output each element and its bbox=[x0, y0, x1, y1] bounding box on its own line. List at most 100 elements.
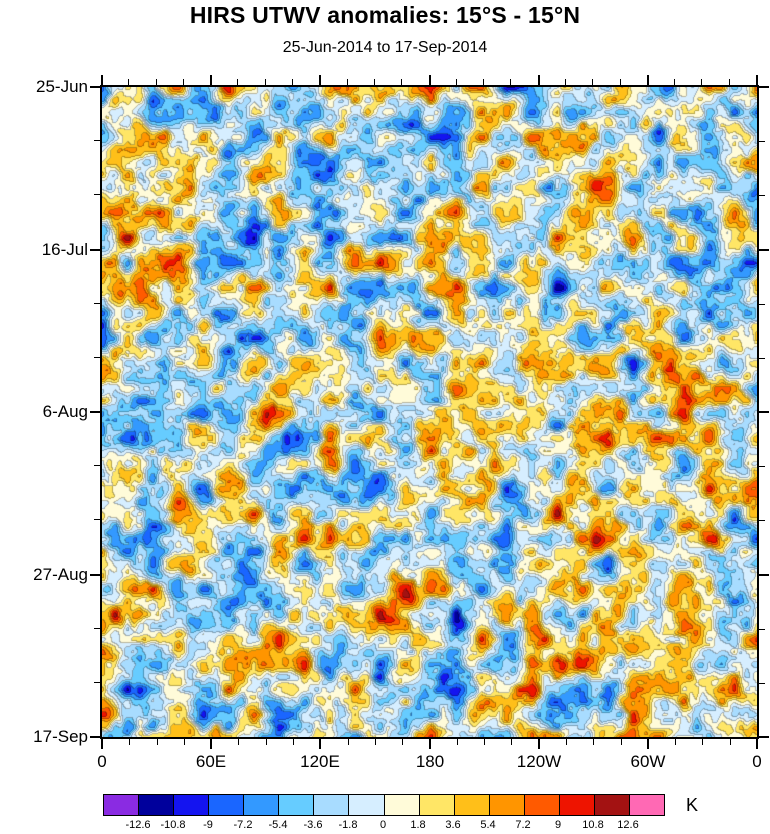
axis-tick bbox=[511, 739, 512, 745]
x-tick-label: 120W bbox=[516, 752, 562, 771]
axis-tick bbox=[538, 75, 540, 85]
colorbar-segment bbox=[104, 795, 140, 815]
axis-tick bbox=[156, 79, 157, 85]
x-tick-label: 0 bbox=[97, 752, 107, 771]
axis-tick bbox=[510, 79, 511, 85]
colorbar-segment bbox=[419, 795, 455, 815]
axis-tick bbox=[456, 79, 457, 85]
axis-tick bbox=[759, 736, 769, 738]
colorbar-tick-label: 0 bbox=[379, 819, 387, 831]
axis-tick bbox=[266, 739, 267, 745]
axis-tick bbox=[237, 79, 238, 85]
axis-tick bbox=[347, 79, 348, 85]
axis-tick bbox=[593, 739, 594, 745]
colorbar-tick-label: 12.6 bbox=[617, 819, 639, 831]
colorbar-tick-label: -3.6 bbox=[303, 819, 323, 831]
axis-tick bbox=[94, 519, 100, 520]
y-tick-label: 16-Jul bbox=[41, 240, 88, 259]
axis-tick bbox=[292, 79, 293, 85]
colorbar-unit-label: K bbox=[686, 795, 699, 815]
heatmap-canvas bbox=[102, 87, 757, 737]
axis-tick bbox=[756, 739, 758, 749]
axis-tick bbox=[183, 79, 184, 85]
axis-tick bbox=[90, 574, 100, 576]
axis-tick bbox=[374, 79, 375, 85]
colorbar-tick-label: -12.6 bbox=[125, 819, 151, 831]
axis-tick bbox=[484, 739, 485, 745]
x-tick-label: 180 bbox=[415, 752, 445, 771]
axis-tick bbox=[620, 79, 621, 85]
axis-tick bbox=[759, 86, 769, 88]
chart-title: HIRS UTWV anomalies: 15°S - 15°N bbox=[189, 2, 581, 28]
axis-tick bbox=[157, 739, 158, 745]
axis-tick bbox=[759, 466, 765, 467]
colorbar-tick-label: -5.4 bbox=[268, 819, 288, 831]
axis-tick bbox=[729, 79, 730, 85]
axis-tick bbox=[129, 739, 130, 745]
colorbar-segment bbox=[209, 795, 245, 815]
colorbar-segment bbox=[139, 795, 175, 815]
axis-tick bbox=[94, 140, 100, 141]
colorbar-segment bbox=[524, 795, 560, 815]
x-tick-label: 60E bbox=[195, 752, 227, 771]
axis-tick bbox=[592, 79, 593, 85]
axis-tick bbox=[293, 739, 294, 745]
axis-tick bbox=[647, 75, 649, 85]
colorbar-segment bbox=[349, 795, 385, 815]
axis-tick bbox=[701, 79, 702, 85]
axis-tick bbox=[702, 739, 703, 745]
x-tick-label: 0 bbox=[752, 752, 762, 771]
axis-tick bbox=[348, 739, 349, 745]
y-tick-label: 6-Aug bbox=[42, 402, 88, 421]
chart-subtitle: 25-Jun-2014 to 17-Sep-2014 bbox=[282, 39, 488, 56]
y-tick-label: 25-Jun bbox=[36, 77, 88, 96]
colorbar-segment bbox=[489, 795, 525, 815]
axis-tick bbox=[94, 465, 100, 466]
colorbar-tick-label: 7.2 bbox=[515, 819, 531, 831]
axis-tick bbox=[90, 411, 100, 413]
colorbar-segment bbox=[384, 795, 420, 815]
axis-tick bbox=[759, 411, 769, 413]
axis-tick bbox=[94, 303, 100, 304]
y-tick-label: 17-Sep bbox=[33, 727, 88, 746]
axis-tick bbox=[759, 195, 765, 196]
colorbar-segment bbox=[594, 795, 630, 815]
axis-tick bbox=[101, 75, 103, 85]
axis-tick bbox=[675, 739, 676, 745]
axis-tick bbox=[319, 75, 321, 85]
axis-tick bbox=[759, 141, 765, 142]
axis-tick bbox=[759, 574, 769, 576]
axis-tick bbox=[621, 739, 622, 745]
colorbar-segment bbox=[454, 795, 490, 815]
axis-tick bbox=[566, 739, 567, 745]
colorbar-tick-label: -7.2 bbox=[233, 819, 253, 831]
colorbar bbox=[103, 794, 665, 816]
x-tick-label: 120E bbox=[300, 752, 340, 771]
axis-tick bbox=[429, 739, 431, 749]
axis-tick bbox=[94, 628, 100, 629]
axis-tick bbox=[674, 79, 675, 85]
axis-tick bbox=[402, 739, 403, 745]
axis-tick bbox=[210, 75, 212, 85]
axis-tick bbox=[483, 79, 484, 85]
axis-tick bbox=[401, 79, 402, 85]
colorbar-segment bbox=[559, 795, 595, 815]
colorbar-tick-label: -10.8 bbox=[160, 819, 186, 831]
axis-tick bbox=[128, 79, 129, 85]
axis-tick bbox=[759, 629, 765, 630]
axis-tick bbox=[265, 79, 266, 85]
axis-tick bbox=[319, 739, 321, 749]
axis-tick bbox=[730, 739, 731, 745]
colorbar-tick-label: -1.8 bbox=[338, 819, 358, 831]
colorbar-tick-label: 5.4 bbox=[480, 819, 496, 831]
axis-tick bbox=[756, 75, 758, 85]
axis-tick bbox=[238, 739, 239, 745]
axis-tick bbox=[647, 739, 649, 749]
axis-tick bbox=[565, 79, 566, 85]
colorbar-segment bbox=[314, 795, 350, 815]
colorbar-segment bbox=[629, 795, 664, 815]
y-tick-label: 27-Aug bbox=[33, 565, 88, 584]
axis-tick bbox=[90, 86, 100, 88]
colorbar-tick-label: 1.8 bbox=[410, 819, 426, 831]
